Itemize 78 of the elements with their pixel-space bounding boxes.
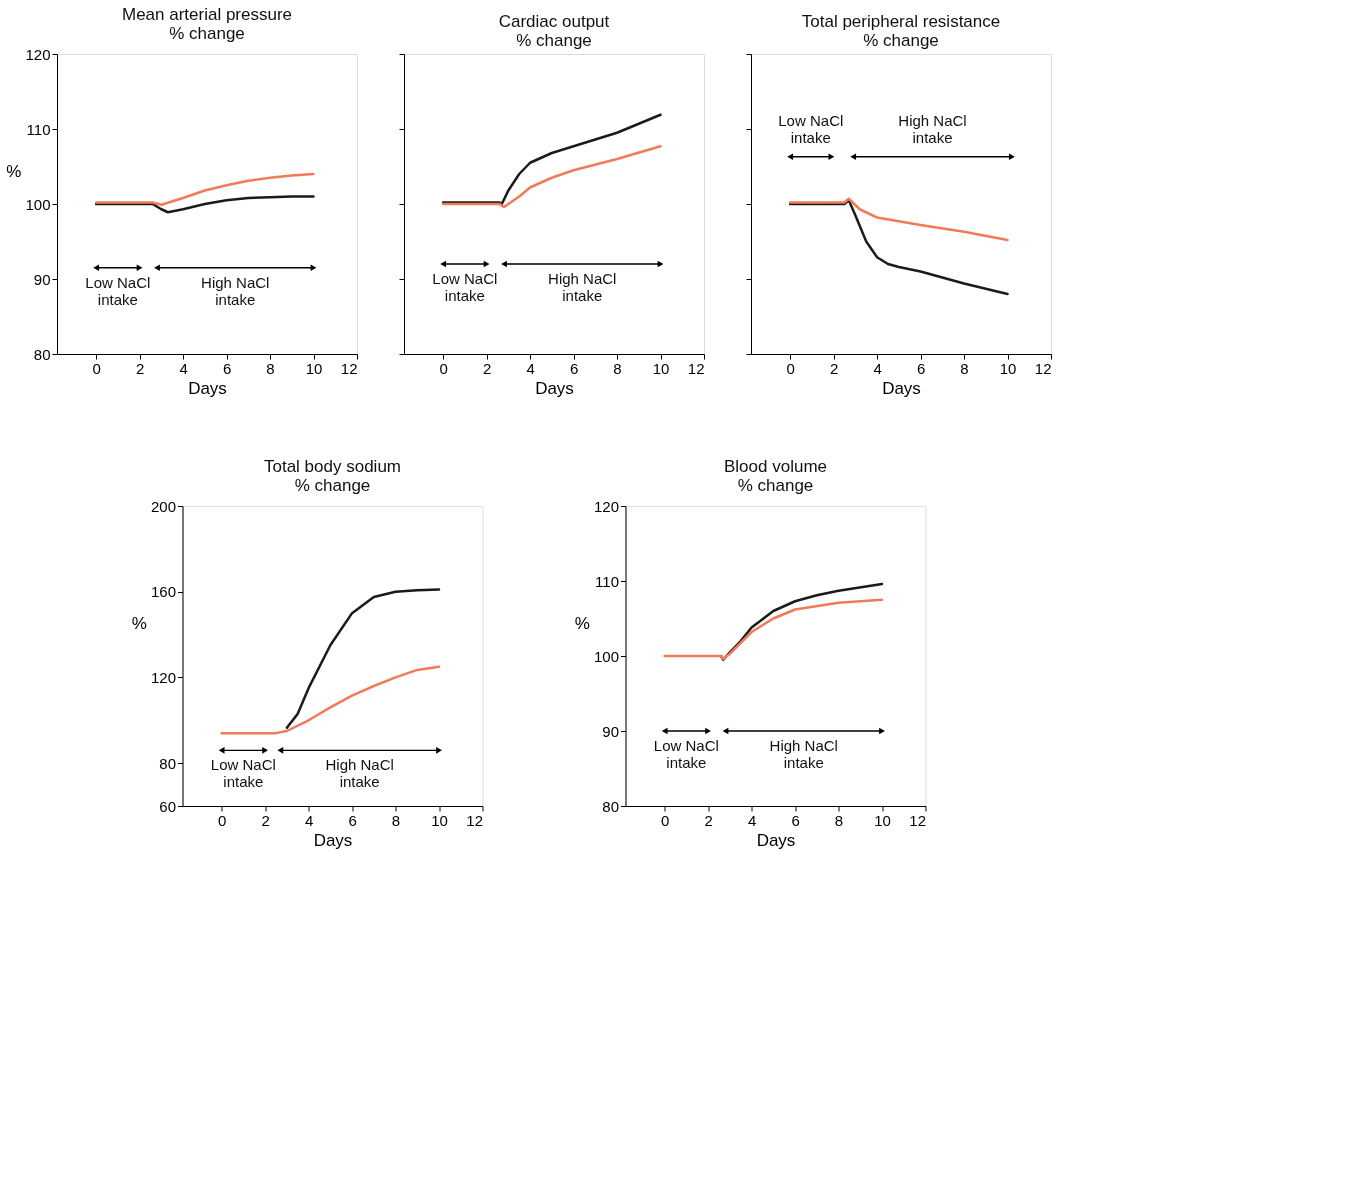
x-tick-label: 12 (687, 359, 705, 377)
annotation: High NaCl intake (325, 756, 394, 791)
y-tick-label: 80 (159, 754, 176, 772)
x-tick-label: 6 (916, 359, 926, 377)
chart-title: Cardiac output % change (498, 11, 610, 50)
y-tick-label: 120 (150, 668, 176, 686)
annotation: Low NaCl intake (653, 737, 719, 771)
x-tick-label: 12 (1034, 359, 1052, 377)
y-axis-title: % (131, 613, 147, 633)
x-tick-label: 10 (305, 359, 323, 377)
chart-title: Mean arterial pressure % change (121, 5, 293, 43)
line-series (94, 195, 315, 214)
y-tick-label: 60 (159, 797, 176, 815)
y-tick-label: 160 (150, 583, 176, 601)
line-series (663, 598, 884, 661)
x-tick-label: 4 (179, 359, 188, 377)
y-tick-label: 120 (593, 497, 619, 515)
x-tick-label: 8 (266, 359, 275, 377)
y-tick-label: 80 (33, 345, 51, 363)
y-tick-label: 110 (595, 572, 619, 590)
x-tick-label: 2 (704, 811, 713, 829)
x-tick-label: 10 (874, 811, 891, 829)
line-series (285, 588, 441, 730)
y-tick-label: 90 (33, 270, 51, 288)
x-tick-label: 6 (348, 811, 357, 829)
x-tick-label: 2 (135, 359, 145, 377)
x-tick-label: 2 (261, 811, 270, 829)
x-tick-label: 0 (217, 811, 227, 829)
x-tick-label: 0 (660, 811, 670, 829)
y-axis-title: % (6, 161, 22, 181)
annotation: High NaCl intake (898, 111, 967, 146)
x-tick-label: 8 (960, 359, 969, 377)
x-axis-title: Days (882, 378, 921, 398)
chart-title: Total peripheral resistance % change (801, 11, 1001, 50)
x-tick-label: 8 (834, 811, 844, 829)
x-tick-label: 0 (786, 359, 795, 377)
x-tick-label: 12 (909, 811, 926, 829)
x-tick-label: 12 (340, 359, 358, 377)
x-tick-label: 0 (439, 359, 448, 377)
line-series (220, 665, 441, 735)
annotation: Low NaCl intake (210, 756, 276, 791)
x-tick-label: 12 (466, 811, 483, 829)
x-tick-label: 0 (92, 359, 101, 377)
y-axis-title: % (574, 613, 590, 633)
y-tick-label: 110 (26, 120, 51, 138)
chart-title: Total body sodium % change (263, 457, 402, 495)
line-series (94, 172, 315, 206)
x-tick-label: 8 (613, 359, 622, 377)
chart-title: Blood volume % change (723, 457, 828, 495)
x-tick-label: 6 (222, 359, 232, 377)
y-tick-label: 200 (150, 497, 176, 515)
y-tick-label: 120 (25, 45, 51, 63)
x-tick-label: 6 (791, 811, 800, 829)
annotation: Low NaCl intake (778, 111, 844, 146)
annotation: High NaCl intake (769, 737, 838, 771)
x-tick-label: 4 (747, 811, 757, 829)
x-tick-label: 10 (999, 359, 1017, 377)
y-tick-label: 100 (593, 647, 619, 665)
x-tick-label: 4 (526, 359, 535, 377)
x-axis-title: Days (535, 378, 574, 398)
x-tick-label: 10 (431, 811, 448, 829)
annotation: Low NaCl intake (85, 273, 151, 308)
x-tick-label: 2 (829, 359, 839, 377)
y-tick-label: 80 (602, 797, 619, 815)
x-axis-title: Days (756, 830, 796, 850)
y-tick-label: 90 (602, 722, 619, 740)
annotation: High NaCl intake (548, 270, 617, 304)
x-tick-label: 4 (304, 811, 314, 829)
annotation: High NaCl intake (201, 273, 270, 308)
x-tick-label: 6 (569, 359, 579, 377)
x-tick-label: 4 (873, 359, 882, 377)
x-axis-title: Days (313, 830, 353, 850)
x-tick-label: 10 (652, 359, 670, 377)
y-tick-label: 100 (25, 195, 51, 213)
annotation: Low NaCl intake (432, 270, 498, 304)
x-tick-label: 8 (391, 811, 401, 829)
x-tick-label: 2 (482, 359, 492, 377)
x-axis-title: Days (188, 378, 227, 398)
